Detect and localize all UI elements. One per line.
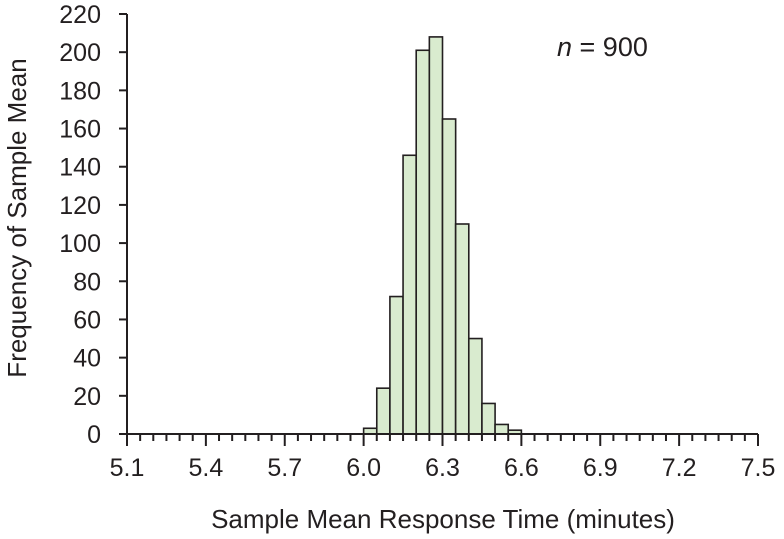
- histogram-bar: [481, 402, 496, 435]
- histogram-bar: [402, 154, 418, 435]
- y-tick-label: 0: [87, 421, 101, 449]
- histogram-bar: [467, 337, 483, 435]
- y-tick-label: 140: [59, 154, 101, 182]
- y-tick-label: 20: [73, 383, 101, 411]
- x-tick-label: 5.7: [267, 454, 302, 482]
- y-tick-label: 220: [59, 1, 101, 29]
- histogram-bar: [454, 223, 470, 435]
- x-axis-label: Sample Mean Response Time (minutes): [211, 504, 675, 534]
- y-tick-label: 40: [73, 345, 101, 373]
- histogram-bar: [494, 423, 510, 435]
- bar-group: [362, 36, 523, 435]
- histogram-bar: [441, 118, 457, 435]
- histogram-bar: [389, 295, 404, 435]
- y-axis-ticks: 0 20 40 60 80 100 120 140 160 180 200 220: [59, 1, 127, 449]
- y-tick-label: 160: [59, 116, 101, 144]
- x-tick-label: 6.3: [425, 454, 460, 482]
- y-tick-label: 60: [73, 306, 101, 334]
- x-tick-label: 5.1: [110, 454, 145, 482]
- histogram-bar: [415, 49, 431, 435]
- sample-size-symbol: n: [557, 32, 572, 62]
- y-tick-label: 120: [59, 192, 101, 220]
- y-tick-label: 200: [59, 39, 101, 67]
- x-tick-label: 6.9: [583, 454, 618, 482]
- x-tick-label: 5.4: [188, 454, 223, 482]
- sample-size-value: = 900: [572, 32, 648, 62]
- sample-size-annotation: n = 900: [557, 32, 648, 62]
- y-tick-label: 80: [73, 268, 101, 296]
- x-tick-label: 6.0: [346, 454, 381, 482]
- y-tick-label: 100: [59, 230, 101, 258]
- x-axis-ticks: 5.1 5.4 5.7 6.0 6.3 6.6 6.9 7.2 7.5: [110, 434, 776, 482]
- x-tick-label: 6.6: [504, 454, 539, 482]
- x-tick-label: 7.2: [662, 454, 697, 482]
- histogram-bar: [428, 36, 444, 435]
- y-axis-label: Frequency of Sample Mean: [2, 58, 32, 377]
- x-tick-label: 7.5: [741, 454, 776, 482]
- histogram-bar: [375, 387, 391, 435]
- y-tick-label: 180: [59, 77, 101, 105]
